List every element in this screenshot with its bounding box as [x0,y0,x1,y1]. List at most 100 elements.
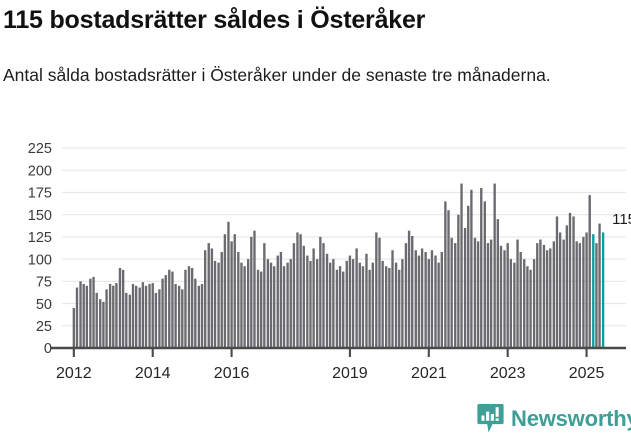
chart-subtitle: Antal sålda bostadsrätter i Österåker un… [3,65,551,85]
highlighted-bar [601,232,605,348]
bar [174,284,177,348]
y-axis-tick-label: 100 [28,252,52,268]
bar [99,299,102,348]
bar [516,239,519,348]
bar [217,262,220,348]
bar [345,260,348,348]
bar [154,292,158,348]
bar [128,294,132,348]
bar [292,243,296,348]
bar [440,252,443,348]
bar [565,225,569,348]
bar [230,241,233,348]
bar [355,248,358,348]
bar [582,236,585,348]
bar [351,259,355,348]
bar [115,283,118,348]
bar [489,239,493,348]
bar [371,262,374,348]
bar [190,268,194,348]
y-axis-tick-label: 0 [44,341,52,357]
bar [316,259,319,348]
bar [555,216,559,348]
bar [558,232,562,348]
newsworthy-logo[interactable]: Newsworthy [477,403,631,434]
bar [460,183,463,348]
y-axis-tick-label: 25 [36,319,52,335]
bar [342,271,345,348]
bar [417,255,421,348]
bar [532,259,536,348]
bar [269,262,273,348]
bar [259,271,263,348]
bar [595,243,598,348]
bar [79,281,82,348]
bar [385,266,388,348]
bar [509,259,513,348]
y-axis-tick-label: 225 [28,141,52,157]
bar [562,239,565,348]
bar [276,255,279,348]
bar [92,276,95,348]
bar [329,262,332,348]
chart-title: 115 bostadsrätter såldes i Österåker [3,6,426,34]
bar [427,259,430,348]
bar [194,278,197,348]
bar [187,266,191,348]
bar [223,234,227,348]
bar [476,241,480,348]
bar [197,285,201,348]
bar [72,308,76,348]
bar [184,269,187,348]
bar [483,201,486,348]
bar [381,260,384,348]
bar [210,248,214,348]
x-axis-tick-label: 2021 [411,365,447,382]
y-axis-tick-label: 75 [36,275,52,291]
bar [391,250,394,348]
bar [322,243,325,348]
y-axis-tick-label: 150 [28,208,52,224]
bar [181,289,184,348]
bar [447,210,450,348]
bar [105,289,108,348]
bar-chart-svg: 0 25 50 75 100 125 150 175 200 225 2012 2014 2016 201… [28,141,631,382]
bar [536,243,539,348]
bar [467,205,470,348]
bar [319,236,322,348]
bar [585,232,588,348]
bar [361,266,365,348]
bar [144,285,148,348]
y-axis-tick-label: 175 [28,186,52,202]
x-axis-tick-label: 2012 [56,365,92,382]
bar [420,248,424,348]
bar [138,287,141,348]
bar [434,255,437,348]
highlight-value-label: 115 [612,211,631,228]
bar [519,252,522,348]
bar [407,230,411,348]
bar [513,262,516,348]
bar [332,259,335,348]
bar [493,183,496,348]
bar [302,245,305,348]
x-axis-tick-label: 2023 [490,365,526,382]
bar [578,243,582,348]
bar [398,269,401,348]
x-axis-tick-label: 2019 [332,365,368,382]
bar [523,259,526,348]
bar [279,252,283,348]
bar [526,266,529,348]
bar [266,259,270,348]
bar [401,259,404,348]
bar [148,284,151,348]
bar [325,253,329,348]
bar [506,243,509,348]
bar [256,269,260,348]
bar [227,221,230,348]
bar [207,243,210,348]
bar [411,236,414,348]
bar [85,285,89,348]
bar [246,259,250,348]
bar [575,241,578,348]
